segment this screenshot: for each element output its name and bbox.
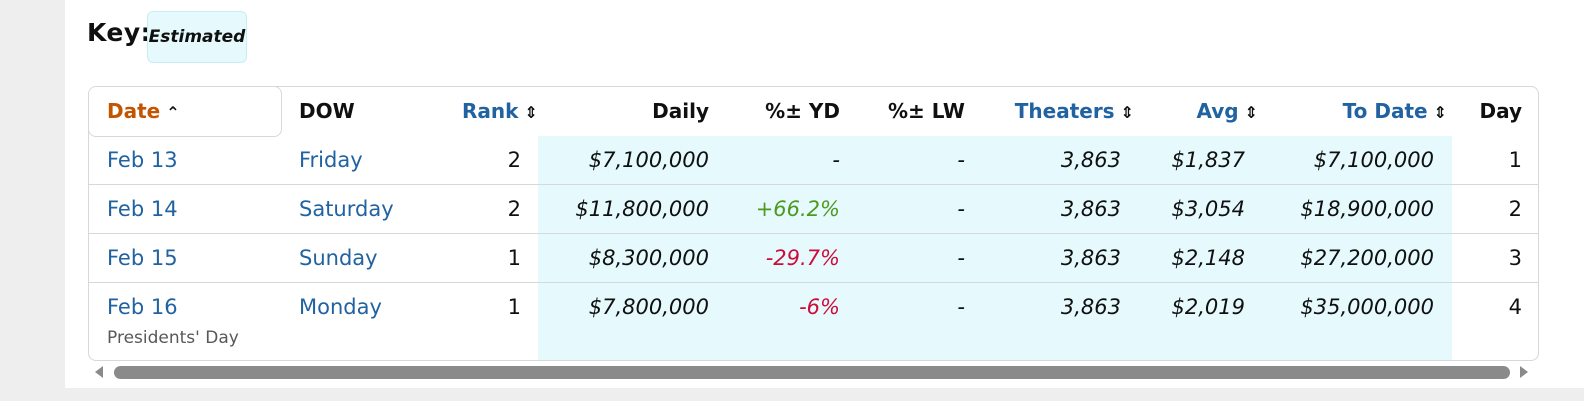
row-daily: $8,300,000 bbox=[588, 246, 709, 270]
row-avg: $3,054 bbox=[1171, 197, 1245, 221]
column-header-to-date[interactable]: To Date ⇕ bbox=[1343, 99, 1447, 123]
column-header-avg-label: Avg bbox=[1196, 99, 1239, 123]
row-daily: $11,800,000 bbox=[575, 197, 709, 221]
scroll-right-arrow-icon[interactable] bbox=[1520, 366, 1528, 378]
row-dow-link[interactable]: Monday bbox=[299, 295, 382, 319]
daily-box-office-table: Date ⌃ DOW Rank ⇕ Daily %± YD %± LW Theate… bbox=[88, 86, 1539, 361]
sort-updown-icon: ⇕ bbox=[1433, 103, 1447, 122]
row-lw: - bbox=[957, 197, 965, 221]
column-header-theaters[interactable]: Theaters ⇕ bbox=[1015, 99, 1134, 123]
sort-updown-icon: ⇕ bbox=[1120, 103, 1134, 122]
column-header-date[interactable]: Date ⌃ bbox=[107, 99, 180, 123]
row-theaters: 3,863 bbox=[1060, 246, 1121, 270]
row-divider bbox=[89, 282, 1538, 283]
row-yd: -29.7% bbox=[765, 246, 840, 270]
row-avg: $2,148 bbox=[1171, 246, 1245, 270]
row-rank: 1 bbox=[507, 295, 521, 319]
row-day: 2 bbox=[1508, 197, 1522, 221]
scrollbar-thumb[interactable] bbox=[114, 366, 1510, 379]
row-date-link[interactable]: Feb 14 bbox=[107, 197, 178, 221]
row-yd: +66.2% bbox=[755, 197, 840, 221]
row-rank: 1 bbox=[507, 246, 521, 270]
column-header-lw: %± LW bbox=[887, 99, 965, 123]
row-avg: $2,019 bbox=[1171, 295, 1245, 319]
row-rank: 2 bbox=[507, 148, 521, 172]
row-to-date: $35,000,000 bbox=[1300, 295, 1434, 319]
column-header-avg[interactable]: Avg ⇕ bbox=[1196, 99, 1258, 123]
row-theaters: 3,863 bbox=[1060, 148, 1121, 172]
column-header-rank[interactable]: Rank ⇕ bbox=[462, 99, 538, 123]
row-yd: -6% bbox=[799, 295, 840, 319]
row-theaters: 3,863 bbox=[1060, 295, 1121, 319]
row-date-link[interactable]: Feb 15 bbox=[107, 246, 178, 270]
box-office-panel: Key: Estimated Date ⌃ DOW Rank ⇕ Daily %± … bbox=[65, 0, 1584, 388]
row-theaters: 3,863 bbox=[1060, 197, 1121, 221]
row-divider bbox=[89, 184, 1538, 185]
row-yd: - bbox=[832, 148, 840, 172]
column-header-theaters-label: Theaters bbox=[1014, 99, 1115, 123]
date-header-box bbox=[89, 87, 282, 137]
row-to-date: $7,100,000 bbox=[1313, 148, 1434, 172]
row-to-date: $27,200,000 bbox=[1300, 246, 1434, 270]
column-header-day: Day bbox=[1479, 99, 1522, 123]
row-date-link[interactable]: Feb 13 bbox=[107, 148, 178, 172]
column-header-rank-label: Rank bbox=[462, 99, 519, 123]
row-rank: 2 bbox=[507, 197, 521, 221]
column-header-date-label: Date bbox=[107, 99, 161, 123]
row-holiday-note: Presidents' Day bbox=[107, 328, 239, 348]
column-header-yd: %± YD bbox=[765, 99, 840, 123]
row-to-date: $18,900,000 bbox=[1300, 197, 1434, 221]
row-date-link[interactable]: Feb 16 bbox=[107, 295, 178, 319]
row-day: 3 bbox=[1508, 246, 1522, 270]
row-dow-link[interactable]: Sunday bbox=[299, 246, 378, 270]
column-header-daily: Daily bbox=[652, 99, 709, 123]
horizontal-scrollbar[interactable] bbox=[90, 364, 1530, 382]
chevron-up-icon: ⌃ bbox=[166, 103, 180, 122]
key-label: Key: bbox=[87, 18, 152, 47]
row-divider bbox=[89, 233, 1538, 234]
estimated-shade bbox=[538, 136, 1452, 360]
row-day: 4 bbox=[1508, 295, 1522, 319]
row-lw: - bbox=[957, 246, 965, 270]
row-daily: $7,100,000 bbox=[588, 148, 709, 172]
row-lw: - bbox=[957, 148, 965, 172]
row-daily: $7,800,000 bbox=[588, 295, 709, 319]
row-dow-link[interactable]: Friday bbox=[299, 148, 363, 172]
column-header-dow: DOW bbox=[299, 99, 355, 123]
row-lw: - bbox=[957, 295, 965, 319]
estimated-key-badge: Estimated bbox=[147, 11, 247, 63]
column-header-to-date-label: To Date bbox=[1342, 99, 1428, 123]
row-dow-link[interactable]: Saturday bbox=[299, 197, 394, 221]
sort-updown-icon: ⇕ bbox=[524, 103, 538, 122]
scroll-left-arrow-icon[interactable] bbox=[95, 366, 103, 378]
row-avg: $1,837 bbox=[1171, 148, 1245, 172]
row-day: 1 bbox=[1508, 148, 1522, 172]
sort-updown-icon: ⇕ bbox=[1244, 103, 1258, 122]
